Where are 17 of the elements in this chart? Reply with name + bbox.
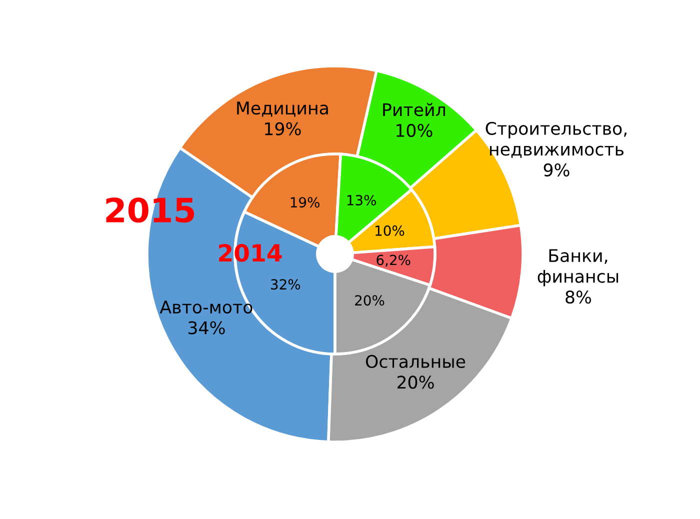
data-label: 34% — [188, 321, 225, 334]
slice-label: Банки, финансы — [538, 249, 618, 286]
data-label: 20% — [355, 295, 384, 306]
data-label: 10% — [396, 124, 432, 137]
data-label: 10% — [376, 225, 404, 236]
slice-label: Медицина — [237, 102, 328, 117]
data-label: 20% — [398, 376, 434, 389]
slice-label: Ритейл — [383, 102, 445, 116]
slice-label: Строительство, недвижимость — [486, 122, 626, 158]
slice-label: Остальные — [366, 354, 466, 368]
data-label: 8% — [566, 290, 592, 304]
data-label: 19% — [290, 197, 320, 208]
data-label: 9% — [544, 163, 570, 177]
data-label: 13% — [347, 194, 376, 206]
data-label: 19% — [265, 122, 301, 136]
data-label: 32% — [271, 279, 300, 290]
data-label: 6,2% — [376, 254, 410, 267]
